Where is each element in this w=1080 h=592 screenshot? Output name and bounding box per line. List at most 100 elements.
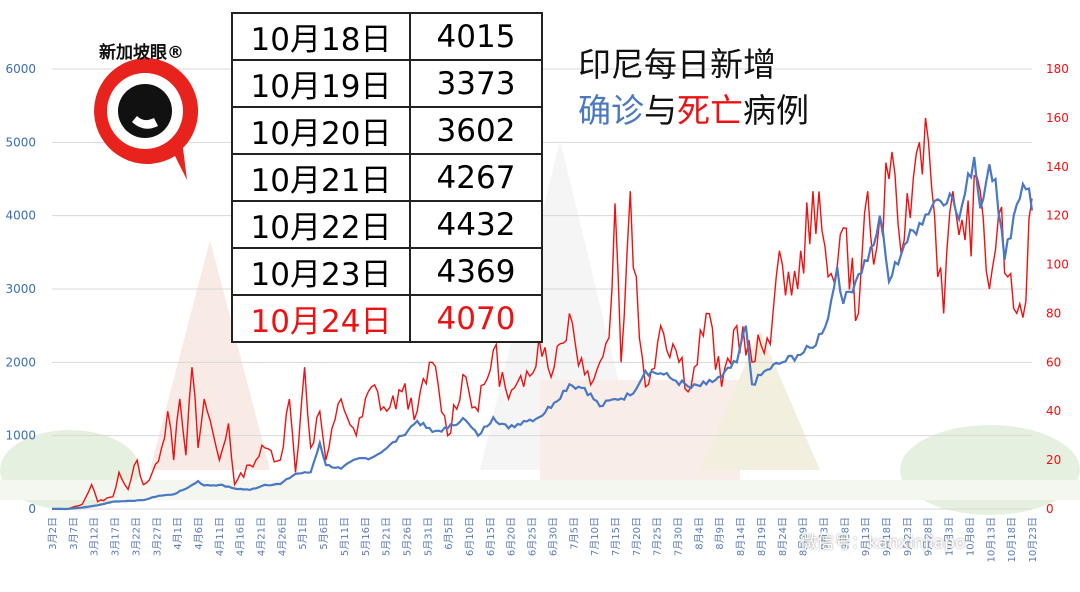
left-axis-tick-label: 0: [28, 502, 36, 516]
x-axis-tick-label: 7月15日: [610, 517, 622, 556]
right-axis-ticks: 0 20 40 60 80 100 120 140 160 180: [1046, 62, 1069, 516]
x-axis-tick-label: 3月2日: [47, 517, 59, 550]
x-axis-tick-label: 9月28日: [923, 517, 935, 556]
table-row: 10月20日 3602: [231, 106, 543, 155]
x-axis-tick-label: 4月16日: [235, 517, 247, 556]
x-axis-tick-label: 6月25日: [527, 517, 539, 556]
left-axis-tick-label: 3000: [5, 282, 36, 296]
table-row: 10月22日 4432: [231, 200, 543, 249]
x-axis-tick-label: 8月4日: [693, 517, 705, 550]
x-axis-tick-label: 3月7日: [68, 517, 80, 550]
table-row: 10月23日 4369: [231, 247, 543, 296]
x-axis-tick-label: 8月24日: [777, 517, 789, 556]
x-axis-tick-label: 10月13日: [985, 517, 997, 562]
x-axis-tick-label: 7月20日: [631, 517, 643, 556]
logo-icon: [94, 57, 199, 180]
table-date: 10月18日: [231, 12, 411, 61]
right-axis-tick-label: 60: [1046, 355, 1061, 369]
title-cases: 病例: [743, 91, 809, 130]
table-row: 10月21日 4267: [231, 153, 543, 202]
x-axis-tick-label: 3月27日: [151, 517, 163, 556]
x-axis-tick-label: 5月21日: [381, 517, 393, 556]
x-axis-tick-label: 10月18日: [1006, 517, 1018, 562]
left-axis-tick-label: 2000: [5, 355, 36, 369]
x-axis-tick-label: 5月31日: [422, 517, 434, 556]
right-axis-tick-label: 80: [1046, 306, 1061, 320]
x-axis-tick-label: 8月19日: [756, 517, 768, 556]
table-date: 10月20日: [231, 106, 411, 155]
table-value: 4369: [409, 247, 543, 296]
x-axis-tick-label: 4月1日: [172, 517, 184, 550]
x-axis-tick-label: 6月20日: [506, 517, 518, 556]
chart-title: 印尼每日新增 确诊与死亡病例: [578, 42, 809, 134]
x-axis-tick-label: 4月11日: [214, 517, 226, 556]
x-axis-tick-label: 10月3日: [944, 517, 956, 556]
x-axis-tick-label: 6月30日: [547, 517, 559, 556]
x-axis-tick-label: 3月22日: [130, 517, 142, 556]
x-axis-tick-label: 4月26日: [276, 517, 288, 556]
x-axis-tick-label: 5月16日: [360, 517, 372, 556]
x-axis-tick-label: 9月8日: [839, 517, 851, 550]
x-axis-tick-label: 7月10日: [589, 517, 601, 556]
x-axis-tick-label: 7月30日: [673, 517, 685, 556]
title-and: 与: [644, 91, 677, 130]
deaths-series-line: [52, 117, 1033, 510]
x-axis-tick-label: 5月6日: [318, 517, 330, 550]
title-line-1: 印尼每日新增: [578, 45, 776, 84]
table-value: 4432: [409, 200, 543, 249]
x-axis-tick-label: 3月12日: [89, 517, 101, 556]
title-confirmed: 确诊: [578, 91, 644, 130]
x-axis-tick-label: 5月1日: [297, 517, 309, 550]
logo-text: 新加坡眼®: [99, 43, 184, 63]
x-axis-tick-label: 6月15日: [485, 517, 497, 556]
right-axis-tick-label: 40: [1046, 404, 1061, 418]
daily-cases-table: 10月18日 4015 10月19日 3373 10月20日 3602 10月21日 4267…: [231, 12, 543, 343]
table-value: 3373: [409, 59, 543, 108]
right-axis-tick-label: 160: [1046, 111, 1069, 125]
table-row: 10月19日 3373: [231, 59, 543, 108]
title-deaths: 死亡: [677, 91, 743, 130]
right-axis-tick-label: 180: [1046, 62, 1069, 76]
right-axis-tick-label: 120: [1046, 209, 1069, 223]
table-date: 10月24日: [231, 294, 411, 343]
x-axis-tick-label: 9月3日: [818, 517, 830, 550]
title-line-2: 确诊与死亡病例: [578, 88, 809, 134]
x-axis-tick-label: 3月17日: [110, 517, 122, 556]
table-date: 10月23日: [231, 247, 411, 296]
table-value: 3602: [409, 106, 543, 155]
x-axis-tick-label: 4月21日: [256, 517, 268, 556]
x-axis-tick-label: 6月10日: [464, 517, 476, 556]
left-axis-tick-label: 4000: [5, 209, 36, 223]
x-axis-tick-label: 10月23日: [1027, 517, 1039, 562]
table-row: 10月24日 4070: [231, 294, 543, 343]
table-date: 10月22日: [231, 200, 411, 249]
x-axis-tick-label: 8月29日: [798, 517, 810, 556]
x-axis-ticks: 3月2日 3月7日 3月12日 3月17日 3月22日 3月27日 4月1日 4月6日 4月11…: [47, 517, 1039, 562]
x-axis-tick-label: 7月25日: [652, 517, 664, 556]
right-axis-tick-label: 140: [1046, 160, 1069, 174]
x-axis-tick-label: 6月5日: [443, 517, 455, 550]
right-axis-tick-label: 100: [1046, 258, 1069, 272]
left-axis-ticks: 0 1000 2000 3000 4000 5000 6000: [5, 62, 36, 516]
x-axis-tick-label: 5月11日: [339, 517, 351, 556]
confirmed-series-line: [52, 156, 1034, 511]
right-axis-tick-label: 0: [1046, 502, 1054, 516]
x-axis-tick-label: 9月18日: [881, 517, 893, 556]
left-axis-tick-label: 6000: [5, 62, 36, 76]
right-axis-tick-label: 20: [1046, 453, 1061, 467]
table-value: 4070: [409, 294, 543, 343]
table-date: 10月21日: [231, 153, 411, 202]
x-axis-tick-label: 8月14日: [735, 517, 747, 556]
x-axis-tick-label: 4月6日: [193, 517, 205, 550]
table-value: 4267: [409, 153, 543, 202]
left-axis-tick-label: 5000: [5, 135, 36, 149]
x-axis-tick-label: 9月13日: [860, 517, 872, 556]
watermark: 微信号：kanxinjiapo: [800, 533, 966, 553]
x-axis-tick-label: 9月23日: [902, 517, 914, 556]
table-row: 10月18日 4015: [231, 12, 543, 61]
x-axis-tick-label: 5月26日: [401, 517, 413, 556]
table-value: 4015: [409, 12, 543, 61]
left-axis-tick-label: 1000: [5, 429, 36, 443]
x-axis-tick-label: 7月5日: [568, 517, 580, 550]
